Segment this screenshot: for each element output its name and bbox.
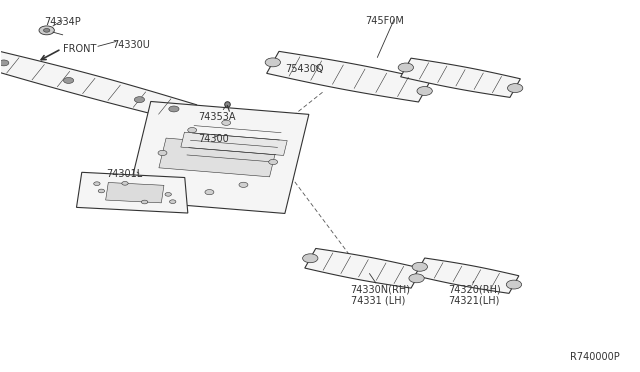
Text: 745F0M: 745F0M — [365, 16, 404, 26]
Polygon shape — [415, 258, 519, 294]
Circle shape — [398, 63, 413, 72]
Circle shape — [98, 189, 104, 193]
Circle shape — [165, 193, 172, 196]
Circle shape — [134, 97, 145, 103]
Polygon shape — [181, 132, 287, 155]
Text: 74334P: 74334P — [44, 17, 81, 28]
Text: FRONT: FRONT — [63, 44, 96, 54]
Polygon shape — [106, 183, 164, 203]
Polygon shape — [127, 102, 309, 214]
Polygon shape — [77, 172, 188, 213]
Text: 74300: 74300 — [198, 134, 229, 144]
Circle shape — [508, 84, 523, 93]
Circle shape — [63, 77, 74, 83]
Text: 74353A: 74353A — [198, 112, 236, 122]
Text: 74320(RH)
74321(LH): 74320(RH) 74321(LH) — [448, 284, 500, 306]
Text: R740000P: R740000P — [570, 352, 620, 362]
Circle shape — [265, 58, 280, 67]
Text: 74330N(RH)
74331 (LH): 74330N(RH) 74331 (LH) — [351, 284, 411, 306]
Polygon shape — [401, 58, 520, 97]
Circle shape — [221, 120, 230, 125]
Circle shape — [122, 182, 128, 185]
Circle shape — [417, 87, 433, 96]
Polygon shape — [0, 50, 197, 122]
Circle shape — [239, 182, 248, 187]
Text: 74330U: 74330U — [113, 39, 150, 49]
Text: 74301L: 74301L — [106, 169, 142, 179]
Circle shape — [269, 159, 278, 164]
Circle shape — [205, 190, 214, 195]
Polygon shape — [159, 138, 276, 177]
Circle shape — [39, 26, 54, 35]
Text: 75430Q: 75430Q — [285, 64, 323, 74]
Circle shape — [0, 60, 9, 66]
Circle shape — [169, 106, 179, 112]
Polygon shape — [305, 248, 422, 288]
Circle shape — [412, 262, 428, 271]
Circle shape — [409, 274, 424, 283]
Circle shape — [44, 29, 50, 32]
Circle shape — [506, 280, 522, 289]
Circle shape — [93, 182, 100, 186]
Circle shape — [188, 128, 196, 133]
Circle shape — [303, 254, 318, 263]
Circle shape — [170, 200, 176, 203]
Circle shape — [158, 150, 167, 155]
Polygon shape — [267, 51, 431, 102]
Circle shape — [141, 200, 148, 204]
